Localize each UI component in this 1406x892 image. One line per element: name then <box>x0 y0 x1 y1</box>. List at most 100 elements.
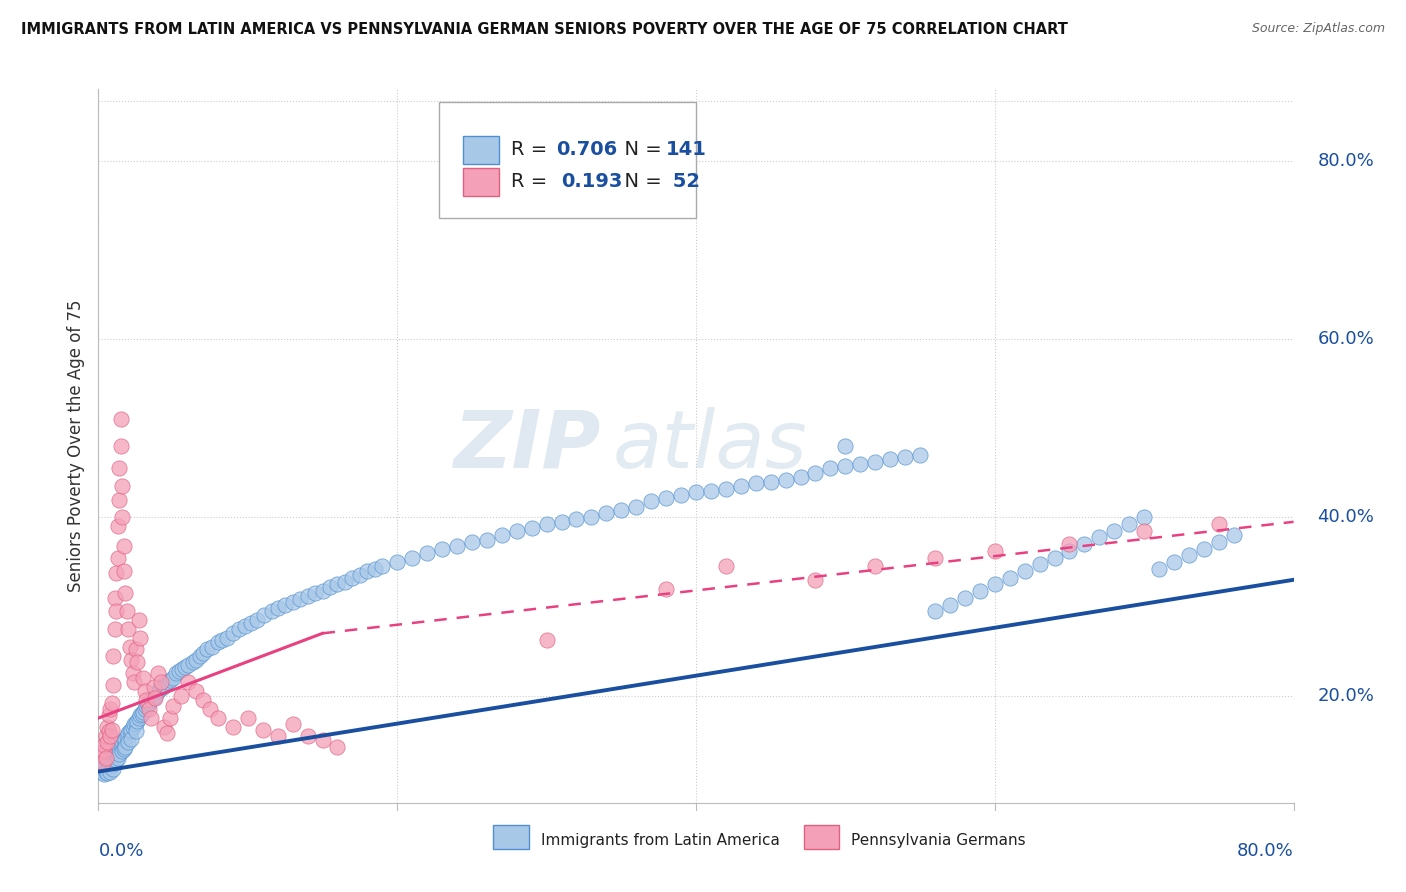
Point <box>162 671 184 685</box>
Point <box>94 758 117 772</box>
Point <box>865 455 887 469</box>
Point <box>124 717 146 731</box>
Point <box>211 633 233 648</box>
Point <box>804 573 827 587</box>
Point <box>108 492 131 507</box>
Point <box>98 729 122 743</box>
Point <box>142 690 165 705</box>
Point <box>1059 537 1081 551</box>
Point <box>228 622 250 636</box>
Point <box>581 510 603 524</box>
Point <box>288 592 311 607</box>
Point <box>685 485 707 500</box>
Point <box>461 535 484 549</box>
Point <box>297 729 319 743</box>
Point <box>1192 541 1215 556</box>
Point <box>1073 537 1095 551</box>
Point <box>111 510 134 524</box>
Point <box>188 648 211 663</box>
FancyBboxPatch shape <box>463 168 499 196</box>
Point <box>103 648 125 663</box>
Point <box>112 539 135 553</box>
Point <box>138 702 160 716</box>
Point <box>129 631 152 645</box>
Point <box>97 724 120 739</box>
Point <box>1104 524 1126 538</box>
Point <box>93 760 115 774</box>
Point <box>96 720 118 734</box>
Point <box>834 439 856 453</box>
Point <box>148 684 170 698</box>
Point <box>139 711 162 725</box>
Point <box>152 680 174 694</box>
Point <box>1163 555 1185 569</box>
Point <box>191 646 214 660</box>
Point <box>172 662 194 676</box>
Point <box>111 735 134 749</box>
Point <box>1147 562 1170 576</box>
Point <box>111 744 134 758</box>
Point <box>789 470 811 484</box>
Point <box>120 653 142 667</box>
FancyBboxPatch shape <box>494 825 529 849</box>
Point <box>121 720 143 734</box>
Point <box>105 744 128 758</box>
Point <box>90 747 112 761</box>
Point <box>94 751 117 765</box>
Point <box>197 642 219 657</box>
Point <box>107 550 129 565</box>
Point <box>610 503 633 517</box>
Text: 0.0%: 0.0% <box>98 842 143 860</box>
Point <box>98 764 122 779</box>
Point <box>143 690 166 705</box>
Point <box>181 655 204 669</box>
Point <box>640 494 662 508</box>
Point <box>121 666 143 681</box>
Point <box>115 729 138 743</box>
Point <box>101 723 124 737</box>
Point <box>1014 564 1036 578</box>
Point <box>167 664 190 678</box>
Point <box>207 711 229 725</box>
Point <box>745 476 768 491</box>
Point <box>804 466 827 480</box>
Point <box>94 729 117 743</box>
Point <box>655 582 678 596</box>
Point <box>1133 524 1156 538</box>
Point <box>114 586 136 600</box>
Point <box>104 756 127 770</box>
Point <box>131 706 153 721</box>
Point <box>125 715 148 730</box>
Point <box>1208 535 1230 549</box>
Point <box>153 720 176 734</box>
Point <box>98 751 122 765</box>
Text: N =: N = <box>613 172 668 192</box>
Point <box>385 555 409 569</box>
Point <box>1223 528 1246 542</box>
Point <box>215 631 238 645</box>
Point <box>953 591 976 605</box>
Point <box>114 739 136 754</box>
Point <box>1208 517 1230 532</box>
Point <box>117 622 139 636</box>
Point <box>207 635 229 649</box>
Point <box>104 622 127 636</box>
Point <box>120 723 142 737</box>
Point <box>236 711 259 725</box>
Point <box>103 749 125 764</box>
Point <box>97 760 120 774</box>
Text: Pennsylvania Germans: Pennsylvania Germans <box>852 833 1026 848</box>
Point <box>475 533 498 547</box>
Point <box>93 744 115 758</box>
Point <box>138 696 160 710</box>
Point <box>103 678 125 692</box>
Point <box>1133 510 1156 524</box>
Point <box>107 751 129 765</box>
Point <box>430 541 453 556</box>
Point <box>108 461 131 475</box>
Point <box>96 762 118 776</box>
Point <box>260 604 283 618</box>
Point <box>246 613 269 627</box>
Point <box>536 633 558 648</box>
Point <box>714 482 737 496</box>
